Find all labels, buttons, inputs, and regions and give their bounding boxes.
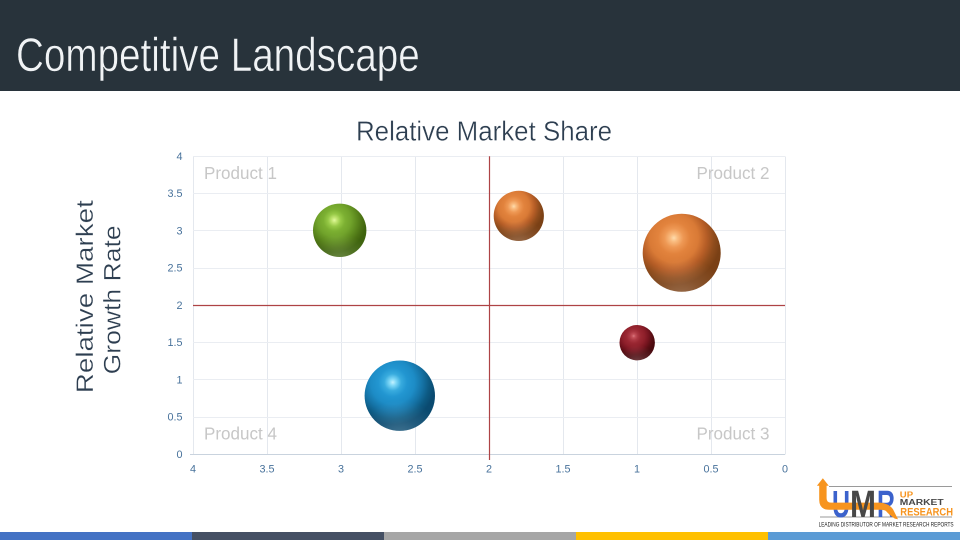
svg-text:Product 2: Product 2 (697, 163, 770, 183)
svg-text:1: 1 (176, 375, 182, 387)
svg-text:1.5: 1.5 (555, 464, 570, 476)
svg-text:Product 1: Product 1 (204, 163, 277, 183)
svg-text:2: 2 (486, 464, 492, 476)
svg-text:0.5: 0.5 (167, 412, 182, 424)
svg-text:3.5: 3.5 (167, 188, 182, 200)
svg-text:2.5: 2.5 (407, 464, 422, 476)
svg-text:2: 2 (176, 300, 182, 312)
svg-text:4: 4 (190, 464, 196, 476)
svg-text:3: 3 (176, 225, 182, 237)
svg-text:3: 3 (338, 464, 344, 476)
svg-text:1.5: 1.5 (167, 337, 182, 349)
svg-text:Product 4: Product 4 (204, 424, 277, 444)
svg-text:2.5: 2.5 (167, 263, 182, 275)
svg-text:Relative Market Share: Relative Market Share (356, 115, 612, 146)
svg-text:0.5: 0.5 (703, 464, 718, 476)
svg-text:Product 3: Product 3 (697, 424, 770, 444)
svg-text:Relative Market: Relative Market (72, 200, 99, 393)
svg-text:4: 4 (176, 151, 182, 163)
svg-text:1: 1 (634, 464, 640, 476)
svg-text:3.5: 3.5 (259, 464, 274, 476)
svg-text:0: 0 (176, 449, 182, 461)
svg-text:UP: UP (900, 489, 914, 499)
svg-text:LEADING DISTRIBUTOR OF MARKET: LEADING DISTRIBUTOR OF MARKET RESEARCH R… (819, 521, 954, 528)
svg-text:0: 0 (782, 464, 788, 476)
svg-text:Growth Rate: Growth Rate (100, 225, 127, 374)
svg-text:M: M (850, 484, 876, 526)
svg-text:RESEARCH: RESEARCH (900, 506, 953, 518)
svg-text:MARKET: MARKET (900, 497, 945, 507)
